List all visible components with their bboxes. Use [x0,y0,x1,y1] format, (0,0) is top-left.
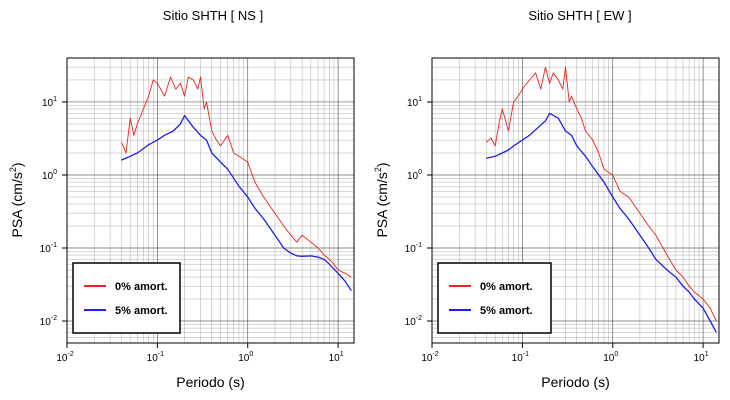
legend-label: 5% amort. [480,305,533,317]
legend: 0% amort. 5% amort. [437,262,552,334]
plot-frame [66,57,355,344]
x-tick-label: 101 [694,351,709,364]
y-tick-label: 101 [407,96,422,109]
chart-title: Sitio SHTH [ NS ] [163,8,263,23]
y-tick-label: 10-2 [40,315,57,328]
legend-label: 0% amort. [480,281,533,293]
legend-label: 0% amort. [115,281,168,293]
legend-box [72,262,181,334]
y-tick-label: 10-1 [405,242,422,255]
series-line-5pct [121,114,352,292]
chart-panel-2: Sitio SHTH [ EW ] 10-2 10-1 100 101 10-2 10-1 1… [373,8,720,390]
x-tick-label: 10-1 [512,351,529,364]
plot-frame [431,57,720,344]
y-tick-label: 101 [42,96,57,109]
x-tick-label: 101 [329,351,344,364]
series-line-0pct [120,76,352,278]
y-axis-label: PSA (cm/s2) [373,162,390,237]
chart-panel-1: Sitio SHTH [ NS ] 10-2 10-1 100 101 10-2 10-1 1… [8,8,355,390]
legend: 0% amort. 5% amort. [72,262,181,334]
chart-title: Sitio SHTH [ EW ] [528,8,631,23]
series-line-5pct [486,112,717,333]
x-tick-label: 10-2 [56,351,73,364]
legend-label: 5% amort. [115,305,168,317]
x-axis-label: Periodo (s) [176,374,244,390]
y-tick-label: 100 [42,169,57,182]
legend-box [437,262,552,334]
y-tick-label: 10-1 [40,242,57,255]
x-tick-label: 100 [603,351,618,364]
grid [431,57,719,344]
y-tick-label: 10-2 [405,315,422,328]
y-tick-label: 100 [407,169,422,182]
x-tick-label: 10-1 [147,351,164,364]
x-tick-label: 10-2 [421,351,438,364]
x-axis-label: Periodo (s) [541,374,609,390]
series-line-0pct [486,66,717,322]
x-tick-label: 100 [238,351,253,364]
y-axis-label: PSA (cm/s2) [8,162,25,237]
